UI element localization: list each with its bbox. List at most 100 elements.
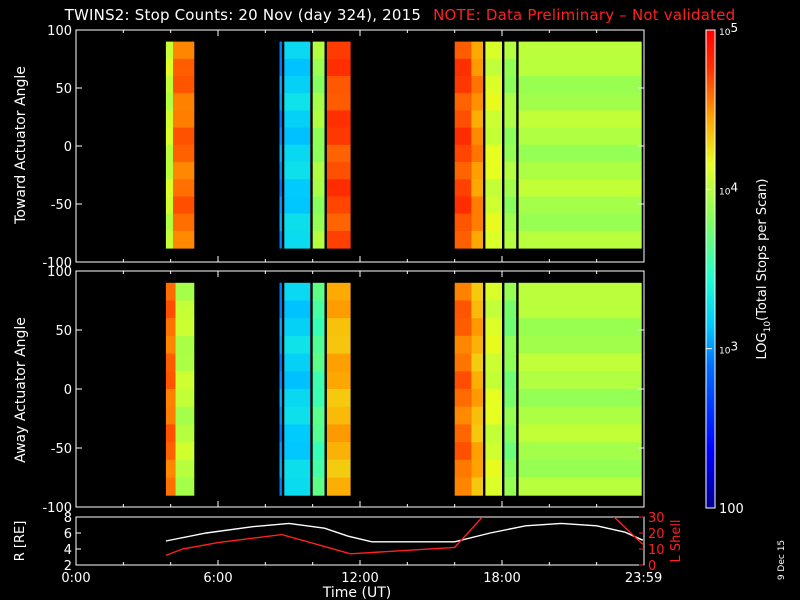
heatmap-cell (471, 389, 483, 408)
y-tick-label: -100 (42, 256, 72, 271)
preliminary-note: NOTE: Data Preliminary – Not validated (433, 6, 736, 24)
heatmap-cell (284, 93, 311, 111)
heatmap-cell (279, 110, 282, 129)
heatmap-cell (165, 389, 176, 408)
heatmap-cell (326, 371, 351, 390)
heatmap-cell (173, 213, 195, 232)
heatmap-cell (485, 389, 502, 408)
r-tick-label: 4 (64, 543, 72, 558)
heatmap-cell (504, 389, 517, 408)
heatmap-cell (312, 41, 325, 60)
heatmap-cell (454, 58, 472, 77)
heatmap-cell (326, 213, 351, 232)
heatmap-cell (454, 424, 472, 443)
heatmap-cell (175, 371, 195, 390)
heatmap-cell (471, 127, 483, 146)
heatmap-cell (326, 282, 351, 301)
heatmap-cell (165, 144, 173, 163)
heatmap-cell (165, 406, 176, 425)
heatmap-cell (485, 162, 502, 180)
heatmap-cell (175, 459, 195, 478)
heatmap-cell (173, 162, 195, 180)
heatmap-cell (326, 144, 351, 163)
heatmap-cell (326, 406, 351, 425)
heatmap-cell (279, 389, 282, 408)
heatmap-cell (284, 424, 311, 443)
r-series-line (165, 522, 644, 543)
heatmap-cell (471, 335, 483, 355)
heatmap-cell (312, 162, 325, 180)
heatmap-cell (504, 318, 517, 337)
heatmap-cell (454, 406, 472, 425)
heatmap-cell (518, 196, 642, 215)
heatmap-cell (454, 282, 472, 301)
heatmap-cell (173, 76, 195, 94)
heatmap-cell (504, 93, 517, 111)
heatmap-cell (518, 371, 642, 390)
heatmap-cell (471, 371, 483, 390)
heatmap-cell (284, 58, 311, 77)
heatmap-cell (165, 196, 173, 215)
heatmap-cell (284, 127, 311, 146)
heatmap-cell (485, 459, 502, 478)
y-tick-label: 50 (55, 82, 72, 97)
y-tick-label: -50 (51, 442, 72, 457)
heatmap-cell (175, 406, 195, 425)
heatmap-cell (504, 58, 517, 77)
heatmap-cell (454, 93, 472, 111)
heatmap-cell (284, 144, 311, 163)
heatmap-cell (173, 110, 195, 129)
heatmap-cell (165, 162, 173, 180)
heatmap-cell (279, 353, 282, 372)
heatmap-cell (165, 179, 173, 197)
heatmap-cell (279, 371, 282, 390)
heatmap-cell (471, 424, 483, 443)
heatmap-cell (279, 230, 282, 249)
heatmap-cell (173, 41, 195, 60)
r-tick-label: 6 (64, 527, 72, 542)
heatmap-cell (485, 371, 502, 390)
heatmap-cell (279, 477, 282, 496)
heatmap-cell (312, 477, 325, 496)
colorbar-tick-exponent: 4 (730, 180, 738, 194)
heatmap-cell (312, 58, 325, 77)
heatmap-cell (312, 389, 325, 408)
heatmap-cell (485, 76, 502, 94)
heatmap-cell (165, 282, 176, 301)
heatmap-cell (485, 196, 502, 215)
heatmap-cell (471, 76, 483, 94)
heatmap-cell (326, 179, 351, 197)
heatmap-cell (485, 318, 502, 337)
x-tick-label: 18:00 (483, 571, 520, 586)
heatmap-cell (175, 424, 195, 443)
heatmap-cell (454, 300, 472, 319)
heatmap-cell (518, 300, 642, 319)
y-tick-label: 0 (64, 383, 72, 398)
colorbar-tick-label: 103 (719, 340, 738, 357)
colorbar-tick-exponent: 3 (730, 340, 738, 354)
heatmap-cell (518, 353, 642, 372)
heatmap-cell (165, 335, 176, 355)
heatmap-cell (454, 110, 472, 129)
heatmap-cell (326, 162, 351, 180)
heatmap-cell (454, 442, 472, 461)
heatmap-cell (471, 442, 483, 461)
heatmap-cell (326, 76, 351, 94)
heatmap-cell (454, 230, 472, 249)
heatmap-cell (471, 230, 483, 249)
heatmap-cell (471, 162, 483, 180)
heatmap-cell (504, 230, 517, 249)
heatmap-cell (284, 110, 311, 129)
heatmap-cell (485, 230, 502, 249)
heatmap-cell (518, 127, 642, 146)
y-tick-label: 50 (55, 324, 72, 339)
heatmap-cell (504, 335, 517, 355)
r-tick-label: 2 (64, 559, 72, 574)
heatmap-cell (175, 282, 195, 301)
heatmap-cell (279, 41, 282, 60)
colorbar-tick-label: 104 (719, 180, 738, 197)
heatmap-cell (454, 335, 472, 355)
heatmap-cell (284, 162, 311, 180)
heatmap-cell (518, 58, 642, 77)
x-tick-label: 23:59 (625, 571, 662, 586)
